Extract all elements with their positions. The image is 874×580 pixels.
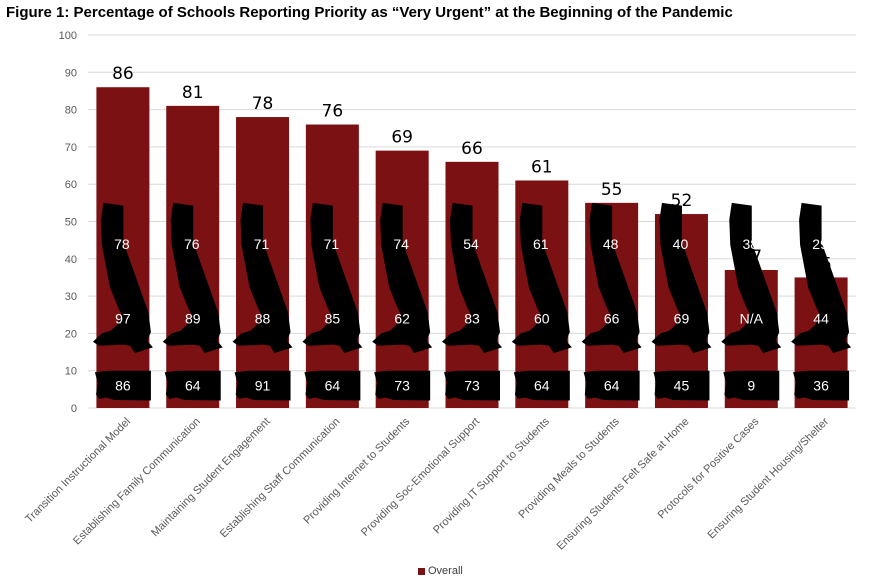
- california-value-label: 29: [812, 236, 828, 252]
- new-york-shape: [162, 299, 223, 353]
- new-york-shape: [442, 299, 502, 353]
- new-york-shape: [791, 299, 852, 353]
- new-york-value-label: 60: [534, 310, 550, 326]
- bar-value-label: 66: [461, 139, 483, 159]
- y-tick-label: 30: [65, 291, 77, 303]
- california-value-label: 54: [463, 236, 479, 252]
- washington-shape: [723, 370, 780, 401]
- y-tick-label: 40: [65, 254, 77, 266]
- new-york-value-label: 83: [464, 310, 480, 326]
- y-tick-label: 0: [71, 403, 77, 415]
- y-axis: 0 10 20 30 40 50 60 70 80 90 100: [59, 30, 77, 415]
- california-value-label: 40: [673, 236, 689, 252]
- washington-value-label: 9: [747, 378, 755, 394]
- washington-shape: [653, 370, 710, 401]
- washington-shape: [583, 370, 640, 401]
- new-york-value-label: 69: [674, 310, 690, 326]
- y-tick-label: 60: [65, 179, 77, 191]
- washington-shape: [304, 370, 361, 401]
- bar-value-label: 55: [601, 180, 623, 200]
- legend-label: Overall: [428, 565, 463, 577]
- washington-shape: [444, 370, 500, 401]
- new-york-shape: [302, 299, 363, 353]
- washington-value-label: 36: [813, 378, 829, 394]
- washington-value-label: 64: [534, 378, 550, 394]
- california-value-label: 76: [184, 236, 200, 252]
- legend-swatch: [418, 567, 425, 575]
- y-tick-label: 70: [65, 142, 77, 154]
- bar-value-label: 78: [252, 94, 274, 114]
- california-value-label: 48: [603, 236, 619, 252]
- state-overlays: 78 97 86 76 89 64 71 88 91 71 85 64 74 62 73 54 83 73 61 60…: [92, 202, 852, 401]
- x-tick-label: Ensuring Students Felt Safe at Home: [555, 416, 692, 553]
- x-axis: Transition Instructional ModelEstablishi…: [23, 415, 831, 552]
- washington-shape: [793, 370, 850, 401]
- x-tick-label: Establishing Family Communication: [71, 416, 203, 548]
- bar-value-label: 86: [112, 64, 134, 84]
- chart-title: Figure 1: Percentage of Schools Reportin…: [6, 4, 733, 21]
- new-york-value-label: 66: [604, 310, 620, 326]
- california-value-label: 74: [393, 236, 409, 252]
- california-value-label: 78: [114, 236, 130, 252]
- x-tick-label: Establishing Staff Communication: [218, 416, 343, 541]
- california-value-label: 71: [254, 236, 270, 252]
- y-tick-label: 20: [65, 328, 77, 340]
- bar-value-label: 76: [322, 102, 344, 122]
- y-tick-label: 50: [65, 217, 77, 229]
- x-tick-label: Maintaining Student Engagement: [149, 416, 273, 540]
- y-tick-label: 100: [59, 30, 77, 42]
- legend: Overall: [418, 565, 463, 577]
- california-value-label: 61: [533, 236, 549, 252]
- new-york-value-label: 97: [115, 310, 131, 326]
- washington-shape: [234, 370, 291, 401]
- washington-value-label: 64: [604, 378, 620, 394]
- new-york-shape: [511, 299, 572, 353]
- washington-value-label: 91: [255, 378, 271, 394]
- washington-value-label: 73: [394, 378, 410, 394]
- california-value-label: 71: [324, 236, 340, 252]
- y-tick-label: 80: [65, 105, 77, 117]
- new-york-value-label: 89: [185, 310, 201, 326]
- new-york-shape: [372, 299, 433, 353]
- washington-value-label: 64: [325, 378, 341, 394]
- new-york-value-label: 62: [394, 310, 410, 326]
- new-york-value-label: 44: [813, 310, 829, 326]
- y-tick-label: 10: [65, 366, 77, 378]
- new-york-shape: [232, 299, 293, 353]
- washington-value-label: 86: [115, 378, 131, 394]
- washington-shape: [164, 370, 221, 401]
- new-york-shape: [92, 299, 153, 353]
- new-york-value-label: N/A: [740, 310, 764, 326]
- new-york-value-label: 88: [255, 310, 271, 326]
- new-york-shape: [721, 299, 782, 353]
- new-york-value-label: 85: [325, 310, 341, 326]
- washington-value-label: 73: [464, 378, 480, 394]
- california-value-label: 38: [742, 236, 758, 252]
- bar-value-label: 61: [531, 157, 553, 177]
- washington-shape: [513, 370, 570, 401]
- x-tick-label: Providing Soc-Emotional Support: [359, 416, 482, 539]
- y-tick-label: 90: [65, 67, 77, 79]
- x-tick-label: Ensuring Student Housing/Shelter: [706, 415, 832, 541]
- washington-shape: [374, 370, 431, 401]
- new-york-shape: [651, 299, 712, 353]
- washington-shape: [94, 370, 151, 401]
- bar-value-label: 69: [391, 128, 413, 148]
- bar-value-label: 81: [182, 83, 204, 103]
- new-york-shape: [581, 299, 642, 353]
- washington-value-label: 64: [185, 378, 201, 394]
- washington-value-label: 45: [674, 378, 690, 394]
- x-tick-label: Providing IT Support to Students: [431, 415, 552, 536]
